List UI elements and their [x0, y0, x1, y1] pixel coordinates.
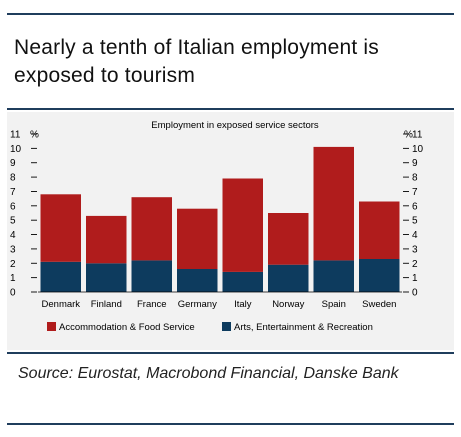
page-title: Nearly a tenth of Italian employment is … — [14, 36, 379, 87]
legend-label-0: Accommodation & Food Service — [59, 322, 195, 333]
y-unit-left: % — [30, 130, 39, 141]
source-note: Source: Eurostat, Macrobond Financial, D… — [18, 365, 399, 382]
x-tick-label: Spain — [322, 299, 346, 310]
bar-spain-series-0 — [313, 260, 354, 292]
y-tick-label-right: 1 — [412, 273, 418, 284]
chart-title: Employment in exposed service sectors — [151, 120, 319, 131]
legend-swatch-1 — [222, 322, 231, 331]
bar-italy-series-0 — [222, 271, 263, 292]
stacked-bar-chart: Employment in exposed service sectors% % 0… — [10, 120, 424, 333]
x-tick-label: Italy — [234, 299, 252, 310]
y-tick-label-right: 5 — [412, 216, 418, 227]
bar-denmark-series-1 — [40, 194, 81, 262]
y-tick-label-left: 1 — [10, 273, 16, 284]
y-tick-label-right: 11 — [412, 130, 423, 141]
x-tick-label: Sweden — [362, 299, 396, 310]
y-tick-label-right: 3 — [412, 244, 418, 255]
title-rule — [7, 108, 454, 110]
legend-swatch-0 — [47, 322, 56, 331]
bar-sweden-series-1 — [359, 201, 400, 259]
y-tick-label-left: 9 — [10, 158, 16, 169]
chart-panel: Employment in exposed service sectors%% 0… — [7, 112, 454, 350]
bar-germany-series-1 — [177, 208, 218, 269]
y-tick-label-right: 7 — [412, 187, 418, 198]
y-tick-label-left: 10 — [10, 144, 22, 155]
bar-finland-series-0 — [86, 263, 127, 292]
bar-denmark-series-0 — [40, 261, 81, 292]
y-tick-label-left: 2 — [10, 259, 16, 270]
bar-france-series-0 — [131, 260, 172, 292]
y-tick-label-right: 2 — [412, 259, 418, 270]
bar-finland-series-1 — [86, 215, 127, 264]
y-tick-label-right: 10 — [412, 144, 424, 155]
bar-norway-series-1 — [268, 213, 309, 265]
y-tick-label-left: 8 — [10, 173, 16, 184]
y-tick-label-left: 4 — [10, 230, 16, 241]
y-tick-label-left: 11 — [10, 130, 21, 141]
bar-spain-series-1 — [313, 146, 354, 261]
bar-germany-series-0 — [177, 269, 218, 292]
bar-italy-series-1 — [222, 178, 263, 272]
source-rule — [7, 352, 454, 354]
y-tick-label-left: 6 — [10, 201, 16, 212]
legend-label-1: Arts, Entertainment & Recreation — [234, 322, 373, 333]
bar-sweden-series-0 — [359, 259, 400, 292]
x-tick-label: Finland — [91, 299, 122, 310]
x-tick-label: Germany — [178, 299, 217, 310]
x-tick-label: Norway — [272, 299, 304, 310]
y-tick-label-right: 6 — [412, 201, 418, 212]
bar-france-series-1 — [131, 197, 172, 261]
y-tick-label-left: 7 — [10, 187, 16, 198]
top-rule — [7, 13, 454, 15]
x-tick-label: Denmark — [42, 299, 81, 310]
bar-norway-series-0 — [268, 264, 309, 292]
y-tick-label-left: 5 — [10, 216, 16, 227]
y-tick-label-left: 0 — [10, 288, 16, 299]
y-unit-right: % — [404, 130, 413, 141]
y-tick-label-left: 3 — [10, 244, 16, 255]
x-tick-label: France — [137, 299, 167, 310]
y-tick-label-right: 8 — [412, 173, 418, 184]
y-tick-label-right: 9 — [412, 158, 418, 169]
y-tick-label-right: 0 — [412, 288, 418, 299]
y-tick-label-right: 4 — [412, 230, 418, 241]
bottom-rule — [7, 423, 454, 425]
